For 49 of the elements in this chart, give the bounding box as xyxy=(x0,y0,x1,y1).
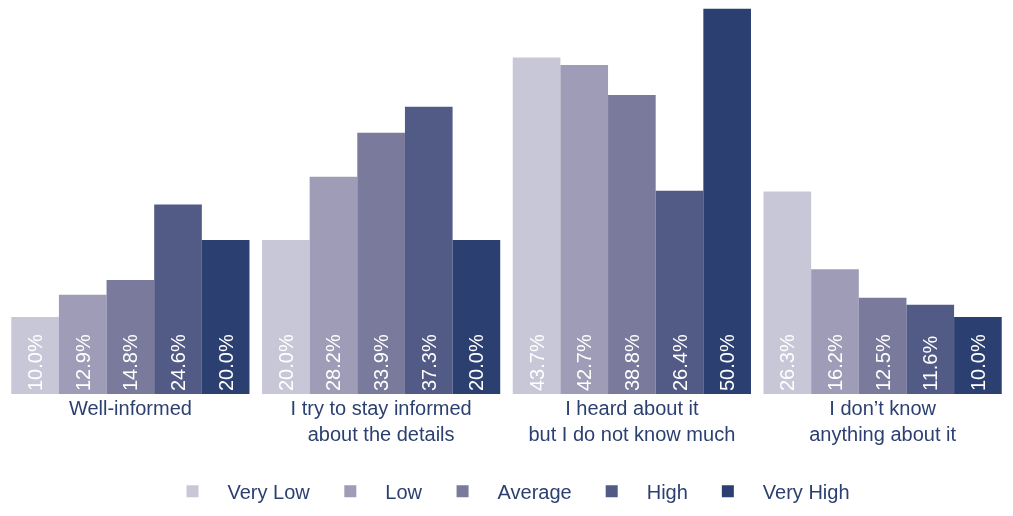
bar xyxy=(58,294,107,394)
bar xyxy=(954,316,1002,394)
data-label: 42.7% xyxy=(573,334,596,391)
bar xyxy=(262,239,310,394)
bar xyxy=(560,65,609,394)
bar xyxy=(906,304,955,394)
data-label: 14.8% xyxy=(119,334,142,391)
x-tick-label: I try to stay informed about the details xyxy=(290,397,472,445)
bar xyxy=(404,106,453,394)
data-label: 20.0% xyxy=(274,334,297,391)
data-label: 10.0% xyxy=(966,334,989,391)
bar xyxy=(763,191,812,394)
data-label: 50.0% xyxy=(716,334,739,391)
legend-label: Low xyxy=(385,481,423,504)
data-label: 26.4% xyxy=(668,334,691,391)
bar xyxy=(703,8,751,394)
bar xyxy=(858,297,907,394)
legend-label: High xyxy=(646,481,688,504)
legend-label: Average xyxy=(497,481,572,504)
data-label: 37.3% xyxy=(417,334,440,391)
bar xyxy=(655,190,704,394)
bar xyxy=(309,176,358,394)
x-tick-label: I heard about it but I do not know much xyxy=(528,397,736,445)
bar xyxy=(608,95,656,394)
data-label: 12.5% xyxy=(871,334,894,391)
data-label: 11.6% xyxy=(919,335,942,391)
data-label: 43.7% xyxy=(525,334,548,391)
data-label: 20.0% xyxy=(214,334,237,391)
bar xyxy=(154,204,202,394)
bar xyxy=(512,57,561,394)
bar xyxy=(106,280,155,394)
bar xyxy=(201,239,250,394)
x-tick-label: Well-informed xyxy=(68,397,192,419)
bar xyxy=(452,239,501,394)
data-label: 24.6% xyxy=(167,334,190,391)
data-label: 12.9% xyxy=(71,334,94,391)
legend-label: Very Low xyxy=(227,481,311,504)
bar xyxy=(811,269,859,394)
bar xyxy=(357,132,405,394)
data-label: 38.8% xyxy=(620,334,643,391)
data-label: 10.0% xyxy=(24,334,47,391)
data-label: 16.2% xyxy=(823,334,846,391)
data-label: 20.0% xyxy=(465,334,488,391)
x-tick-label: I don’t know anything about it xyxy=(809,397,957,445)
data-label: 26.3% xyxy=(776,334,799,391)
data-label: 28.2% xyxy=(322,334,345,391)
bar xyxy=(11,316,59,394)
data-label: 33.9% xyxy=(370,334,393,391)
legend-label: Very High xyxy=(762,481,850,504)
